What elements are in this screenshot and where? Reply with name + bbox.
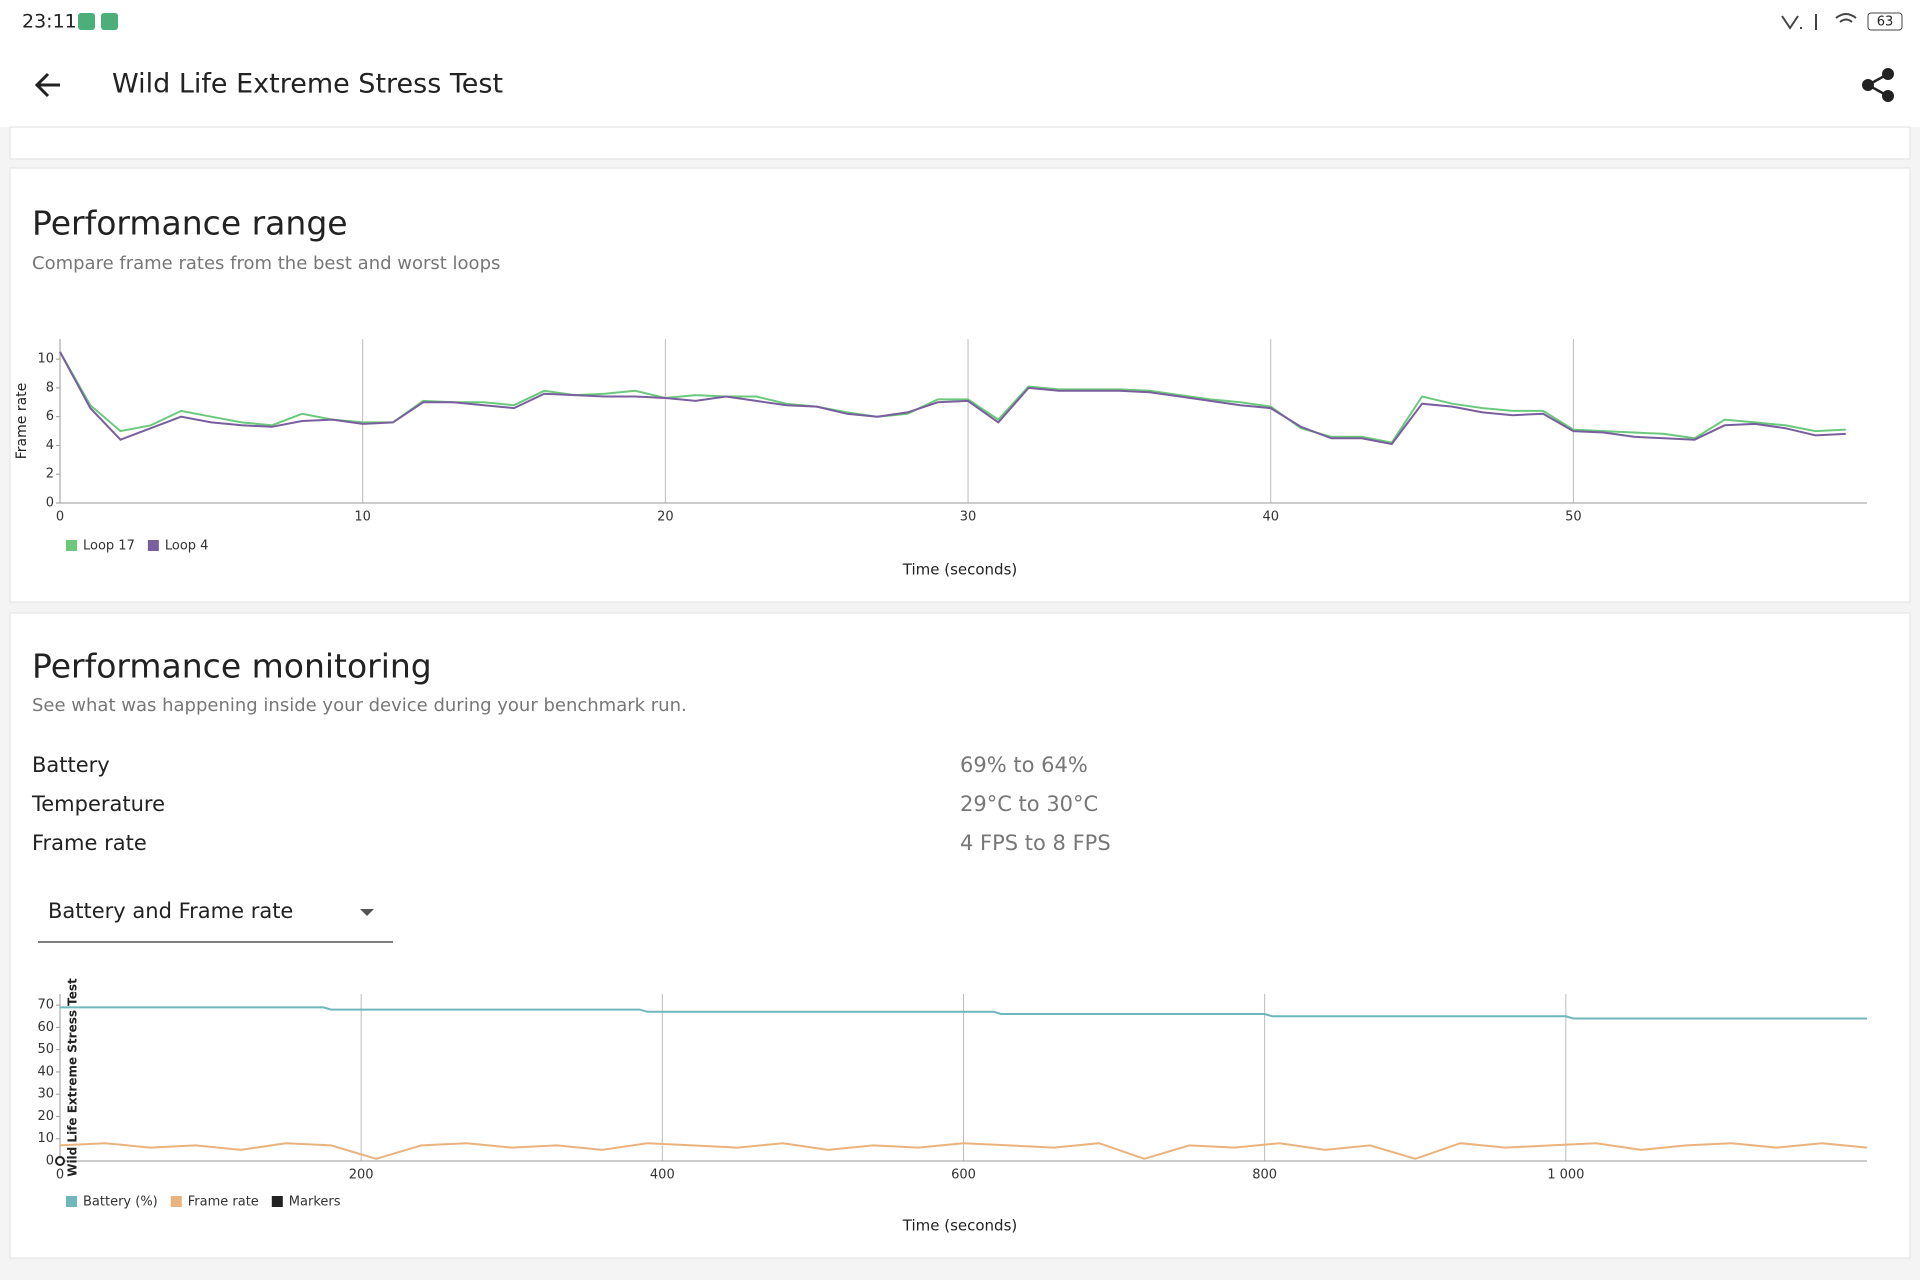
x-tick-label: 1 000 bbox=[1547, 1168, 1584, 1183]
x-tick-label: 200 bbox=[349, 1168, 374, 1183]
x-tick-label: 50 bbox=[1565, 510, 1582, 525]
row-label: Battery bbox=[32, 753, 110, 777]
marker bbox=[55, 1156, 65, 1166]
status-icon bbox=[101, 13, 118, 30]
card bbox=[9, 126, 1911, 160]
battery-icon bbox=[1867, 12, 1903, 31]
y-tick-label: 10 bbox=[37, 352, 54, 367]
app-title: Wild Life Extreme Stress Test bbox=[112, 69, 503, 100]
status-time: 23:11 bbox=[22, 11, 77, 33]
y-tick-label: 0 bbox=[46, 1154, 54, 1169]
y-tick-label: 4 bbox=[46, 438, 54, 453]
legend-swatch bbox=[170, 1196, 182, 1207]
series-line bbox=[59, 351, 1846, 444]
card bbox=[9, 167, 1911, 603]
y-axis-label: Wild Life Extreme Stress Test bbox=[66, 978, 80, 1177]
x-tick-label: 0 bbox=[56, 1168, 64, 1183]
share-button[interactable] bbox=[1862, 68, 1894, 102]
x-tick-label: 800 bbox=[1252, 1168, 1277, 1183]
series-line bbox=[59, 351, 1846, 446]
y-tick-label: 40 bbox=[37, 1064, 54, 1079]
y-tick-label: 50 bbox=[37, 1042, 54, 1057]
back-button[interactable] bbox=[34, 72, 60, 98]
row-value: 69% to 64% bbox=[960, 753, 1088, 777]
row-value: 29°C to 30°C bbox=[960, 792, 1098, 816]
legend-label: Frame rate bbox=[188, 1195, 259, 1210]
legend-swatch bbox=[66, 540, 77, 551]
y-tick-label: 30 bbox=[37, 1087, 54, 1102]
legend-label: Loop 4 bbox=[165, 539, 209, 554]
dropdown-label: Battery and Frame rate bbox=[48, 899, 293, 923]
legend-label: Markers bbox=[289, 1195, 341, 1210]
x-axis-label: Time (seconds) bbox=[902, 1217, 1018, 1235]
x-tick-label: 400 bbox=[650, 1168, 675, 1183]
y-tick-label: 20 bbox=[37, 1109, 54, 1124]
y-tick-label: 8 bbox=[46, 380, 54, 395]
row-label: Temperature bbox=[31, 792, 165, 816]
y-tick-label: 0 bbox=[46, 496, 54, 511]
series-line bbox=[60, 1006, 1867, 1020]
dropdown[interactable]: Battery and Frame rate bbox=[38, 899, 393, 943]
y-tick-label: 6 bbox=[46, 409, 54, 424]
series-line bbox=[59, 1142, 1868, 1160]
legend-label: Battery (%) bbox=[83, 1195, 158, 1210]
x-tick-label: 0 bbox=[56, 510, 64, 525]
card-subtitle: Compare frame rates from the best and wo… bbox=[32, 253, 500, 274]
y-tick-label: 10 bbox=[37, 1131, 54, 1146]
legend-label: Loop 17 bbox=[83, 539, 135, 554]
x-tick-label: 600 bbox=[951, 1168, 976, 1183]
row-value: 4 FPS to 8 FPS bbox=[960, 831, 1111, 855]
x-tick-label: 20 bbox=[657, 510, 674, 525]
legend-swatch bbox=[147, 540, 159, 551]
row-label: Frame rate bbox=[32, 831, 147, 855]
x-tick-label: 10 bbox=[354, 510, 371, 525]
card-subtitle: See what was happening inside your devic… bbox=[32, 695, 687, 716]
card bbox=[9, 612, 1911, 1259]
card-title: Performance range bbox=[32, 204, 348, 243]
y-tick-label: 2 bbox=[46, 467, 54, 482]
status-icon bbox=[78, 13, 95, 30]
status-icons bbox=[1781, 13, 1857, 30]
x-tick-label: 30 bbox=[960, 510, 977, 525]
y-tick-label: 70 bbox=[37, 998, 54, 1013]
y-axis-label: Frame rate bbox=[14, 383, 30, 460]
battery-level: 63 bbox=[1877, 15, 1894, 30]
x-tick-label: 40 bbox=[1262, 510, 1279, 525]
card-title: Performance monitoring bbox=[32, 647, 432, 686]
legend-swatch bbox=[66, 1196, 77, 1207]
app-header bbox=[0, 0, 1920, 127]
y-tick-label: 60 bbox=[37, 1020, 54, 1035]
legend-swatch bbox=[271, 1196, 283, 1207]
x-axis-label: Time (seconds) bbox=[902, 561, 1018, 579]
